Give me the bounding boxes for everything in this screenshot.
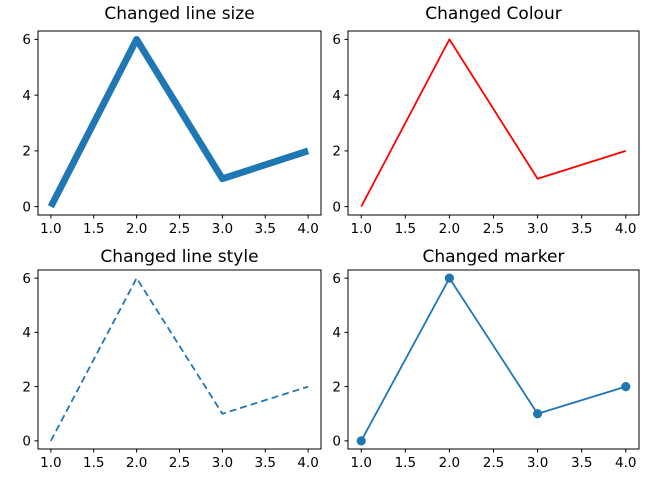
y-tick-label: 4 [22, 325, 31, 341]
y-tick-label: 4 [332, 88, 341, 104]
x-tick-label: 2.5 [483, 455, 504, 471]
axes-frame [347, 269, 640, 450]
plot-canvas: 1.0 1.5 2.0 2.5 3.0 3.5 4.0 0 2 4 6 [332, 30, 640, 237]
axes-frame [347, 30, 640, 216]
x-tick-label: 4.0 [615, 221, 636, 237]
y-tick-label: 2 [332, 144, 341, 160]
data-point-marker [356, 436, 366, 446]
x-tick-label: 1.5 [83, 221, 104, 237]
x-tick-label: 3.0 [212, 221, 233, 237]
data-line [50, 277, 309, 442]
axes-frame [37, 30, 322, 216]
x-tick-label: 1.5 [83, 455, 104, 471]
y-tick-label: 6 [22, 271, 31, 287]
x-tick-label: 3.0 [212, 455, 233, 471]
plot-canvas: 1.0 1.5 2.0 2.5 3.0 3.5 4.0 0 2 4 6 [22, 269, 322, 471]
data-line [360, 38, 627, 208]
data-point-marker [621, 382, 631, 392]
y-tick-label: 6 [332, 271, 341, 287]
y-tick-label: 4 [22, 88, 31, 104]
subplot-changed-marker: Changed marker 1.0 1.5 2.0 2.5 3.0 3.5 4.0 0 2 4 6 [325, 246, 650, 492]
x-tick-label: 4.0 [297, 221, 318, 237]
data-point-marker [532, 409, 543, 419]
x-tick-label: 2.5 [169, 221, 190, 237]
x-tick-label: 3.0 [527, 455, 548, 471]
y-tick-label: 0 [332, 434, 341, 450]
axes-frame [37, 269, 322, 450]
y-tick-label: 0 [332, 199, 341, 215]
y-tick-label: 0 [22, 434, 31, 450]
subplot-changed-line-style: Changed line style 1.0 1.5 2.0 2.5 3.0 3.5 4.0… [0, 246, 325, 492]
x-tick-label: 2.0 [439, 455, 460, 471]
y-tick-label: 0 [22, 199, 31, 215]
x-tick-label: 1.0 [350, 455, 371, 471]
subplot-title: Changed line style [100, 247, 259, 267]
subplot-changed-line-size: Changed line size 1.0 1.5 2.0 2.5 3.0 3.5 4.0 0… [0, 0, 325, 246]
subplot-changed-colour: Changed Colour 1.0 1.5 2.0 2.5 3.0 3.5 4.0 0 2 4 6 [325, 0, 650, 246]
y-tick-label: 2 [22, 379, 31, 395]
plot-canvas: 1.0 1.5 2.0 2.5 3.0 3.5 4.0 0 2 4 6 [332, 269, 640, 471]
x-tick-label: 1.0 [350, 221, 371, 237]
x-tick-label: 3.5 [255, 455, 276, 471]
x-tick-label: 4.0 [297, 455, 318, 471]
data-point-marker [444, 273, 455, 283]
x-tick-label: 2.5 [169, 455, 190, 471]
x-tick-label: 3.5 [255, 221, 276, 237]
x-tick-label: 2.0 [439, 221, 460, 237]
y-tick-label: 6 [22, 32, 31, 48]
x-tick-label: 2.0 [126, 455, 147, 471]
subplot-title: Changed line size [104, 4, 255, 24]
data-line [360, 277, 627, 442]
plot-canvas: 1.0 1.5 2.0 2.5 3.0 3.5 4.0 0 2 4 6 [22, 30, 322, 237]
x-tick-label: 2.0 [126, 221, 147, 237]
subplot-title: Changed marker [422, 247, 565, 267]
x-tick-label: 1.0 [40, 455, 61, 471]
data-line [47, 35, 310, 209]
x-tick-label: 3.5 [571, 221, 592, 237]
y-tick-label: 6 [332, 32, 341, 48]
subplot-title: Changed Colour [425, 4, 562, 24]
y-tick-label: 2 [22, 144, 31, 160]
x-tick-label: 1.0 [40, 221, 61, 237]
y-tick-label: 4 [332, 325, 341, 341]
x-tick-label: 1.5 [395, 221, 416, 237]
x-tick-label: 2.5 [483, 221, 504, 237]
x-tick-label: 3.5 [571, 455, 592, 471]
x-tick-label: 1.5 [395, 455, 416, 471]
y-tick-label: 2 [332, 379, 341, 395]
x-tick-label: 3.0 [527, 221, 548, 237]
x-tick-label: 4.0 [615, 455, 636, 471]
